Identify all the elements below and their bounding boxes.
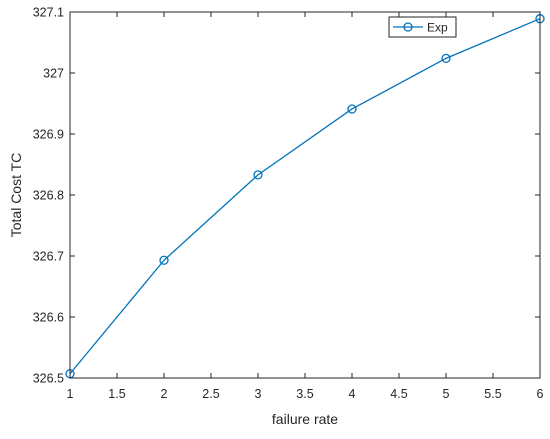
legend-marker <box>403 22 413 32</box>
y-tick-label: 326.9 <box>33 128 64 142</box>
y-tick-label: 327.1 <box>33 6 64 20</box>
x-tick-label: 4.5 <box>390 387 407 401</box>
y-tick-label: 326.5 <box>33 372 64 386</box>
x-axis-label: failure rate <box>272 411 338 427</box>
series-line <box>69 18 541 375</box>
y-tick-label: 327 <box>43 67 64 81</box>
x-tick-label: 1.5 <box>108 387 125 401</box>
y-tick-label: 326.8 <box>33 189 64 203</box>
x-tick-label: 5 <box>443 387 450 401</box>
ticks-layer: 1 1.5 2 2.5 3 3.5 4 4.5 5 5.5 6 326.5 326.6 326.7 326.… <box>33 6 544 402</box>
x-tick-label: 3.5 <box>296 387 313 401</box>
x-tick-label: 1 <box>67 387 74 401</box>
y-tick-label: 326.7 <box>33 250 64 264</box>
legend[interactable]: Exp <box>388 16 457 38</box>
y-tick-label: 326.6 <box>33 311 64 325</box>
data-point <box>253 170 263 180</box>
x-tick-label: 5.5 <box>484 387 501 401</box>
data-point <box>441 53 451 64</box>
x-tick-label: 4 <box>349 387 356 401</box>
x-tick-label: 6 <box>537 387 544 401</box>
y-axis-label: Total Cost TC <box>8 153 24 238</box>
x-tick-label: 3 <box>255 387 262 401</box>
x-tick-label: 2 <box>161 387 168 401</box>
data-point <box>347 104 357 114</box>
legend-label: Exp <box>427 21 448 35</box>
plot-frame <box>69 11 541 379</box>
plot-area <box>70 12 540 378</box>
data-point <box>159 255 169 265</box>
x-tick-label: 2.5 <box>202 387 219 401</box>
